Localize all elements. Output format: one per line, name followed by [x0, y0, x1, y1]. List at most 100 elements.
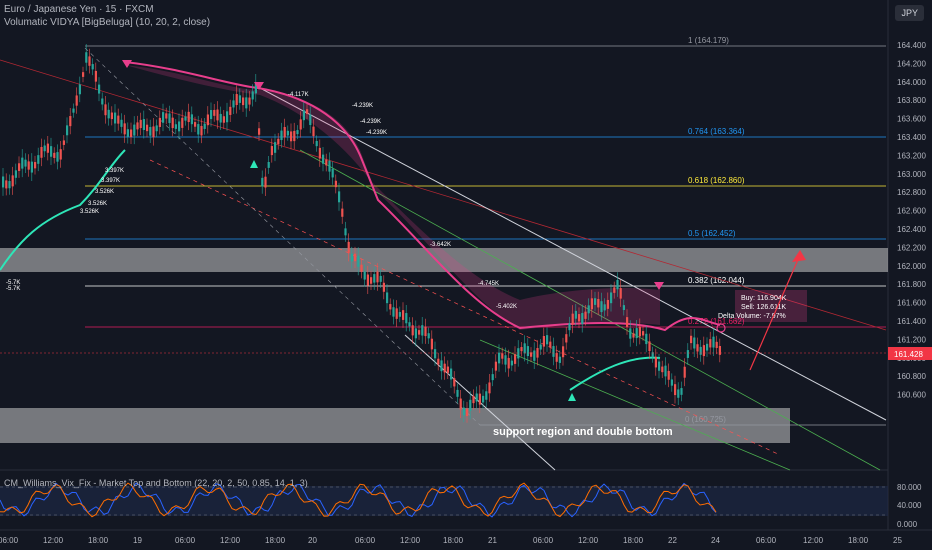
candle-body: [411, 325, 414, 336]
candle-body: [696, 344, 699, 352]
candle-body: [690, 335, 693, 344]
volume-label: 3.526K: [88, 201, 107, 207]
candle-body: [251, 91, 254, 100]
candle-body: [622, 305, 625, 311]
candle-body: [472, 395, 475, 404]
oscillator-tick-label: 80.000: [897, 483, 922, 492]
time-tick-label: 18:00: [848, 536, 869, 545]
signal-circle: [716, 323, 726, 333]
candle-body: [360, 264, 363, 272]
candle-body: [69, 116, 72, 127]
candle-body: [434, 349, 437, 359]
time-tick-label: 12:00: [400, 536, 421, 545]
candle-body: [645, 333, 648, 345]
candle-body: [674, 384, 677, 396]
candle-body: [654, 356, 657, 368]
candle-body: [21, 157, 24, 169]
green-channel-upper: [299, 149, 881, 471]
price-tick-label: 161.400: [897, 317, 926, 326]
buy-signal-marker: [250, 160, 258, 168]
delta-buy: Buy: 116.904K: [741, 295, 787, 302]
candle-body: [238, 95, 241, 103]
candle-body: [485, 391, 488, 400]
mid-channel-dashed: [149, 159, 781, 456]
candle-body: [347, 241, 350, 253]
candle-body: [133, 124, 136, 136]
candle-body: [450, 368, 453, 380]
fib-level-label: 0.272 (161.662): [688, 317, 745, 326]
candle-body: [66, 125, 69, 136]
candle-body: [216, 109, 219, 121]
candle-body: [603, 304, 606, 311]
candle-body: [50, 146, 53, 157]
candle-body: [443, 363, 446, 373]
candle-body: [718, 345, 721, 355]
candle-body: [350, 253, 353, 262]
fib-level-label: 0.382 (162.044): [688, 276, 745, 285]
symbol-title[interactable]: Euro / Japanese Yen · 15 · FXCM: [4, 4, 154, 15]
candle-body: [248, 97, 251, 105]
candle-body: [328, 160, 331, 172]
candle-body: [235, 94, 238, 106]
volume-label: 3.526K: [80, 209, 99, 215]
sell-signal-marker: [122, 60, 132, 68]
candle-body: [2, 176, 5, 188]
price-tick-label: 162.200: [897, 243, 926, 252]
volume-label: -5.7K: [6, 286, 20, 292]
indicator-title[interactable]: Volumatic VIDYA [BigBeluga] (10, 20, 2, …: [4, 17, 211, 28]
candle-body: [574, 310, 577, 319]
candle-body: [635, 328, 638, 339]
support-zone: [0, 408, 790, 443]
time-tick-label: 21: [488, 536, 497, 545]
candle-body: [565, 334, 568, 343]
candle-body: [386, 292, 389, 304]
candle-body: [667, 370, 670, 380]
candle-body: [213, 109, 216, 116]
price-tick-label: 162.000: [897, 262, 926, 271]
time-tick-label: 06:00: [756, 536, 777, 545]
candle-body: [94, 70, 97, 82]
oscillator-title[interactable]: CM_Williams_Vix_Fix - Market Top and Bot…: [4, 478, 308, 488]
vidya-down-fill: [125, 65, 660, 330]
candle-body: [245, 97, 248, 109]
time-tick-label: 18:00: [443, 536, 464, 545]
candle-body: [322, 154, 325, 164]
candle-body: [408, 322, 411, 327]
time-tick-label: 12:00: [803, 536, 824, 545]
candle-body: [91, 64, 94, 70]
candle-body: [190, 114, 193, 125]
candle-body: [187, 111, 190, 123]
candle-body: [424, 326, 427, 337]
candle-body: [453, 378, 456, 387]
candle-body: [504, 355, 507, 365]
price-tick-label: 161.600: [897, 299, 926, 308]
candle-body: [34, 162, 37, 169]
candle-body: [306, 109, 309, 114]
candle-body: [309, 114, 312, 125]
candle-body: [126, 129, 129, 137]
candle-body: [206, 114, 209, 126]
candle-body: [571, 313, 574, 325]
buy-signal-marker: [568, 393, 576, 401]
candle-body: [398, 312, 401, 317]
sell-signal-marker: [254, 82, 264, 90]
candle-body: [43, 145, 46, 152]
candle-body: [648, 341, 651, 352]
candle-body: [82, 72, 85, 77]
candle-body: [373, 274, 376, 283]
candle-body: [354, 253, 357, 262]
candle-body: [302, 110, 305, 121]
candle-body: [594, 298, 597, 305]
time-tick-label: 06:00: [0, 536, 19, 545]
candle-body: [533, 350, 536, 361]
candle-body: [104, 104, 107, 116]
price-tick-label: 163.000: [897, 170, 926, 179]
candle-body: [638, 326, 641, 337]
candle-body: [344, 228, 347, 236]
volume-label: 3.526K: [95, 189, 114, 195]
time-tick-label: 18:00: [623, 536, 644, 545]
currency-badge[interactable]: JPY: [895, 5, 924, 21]
candle-body: [290, 131, 293, 142]
candle-body: [107, 109, 110, 119]
